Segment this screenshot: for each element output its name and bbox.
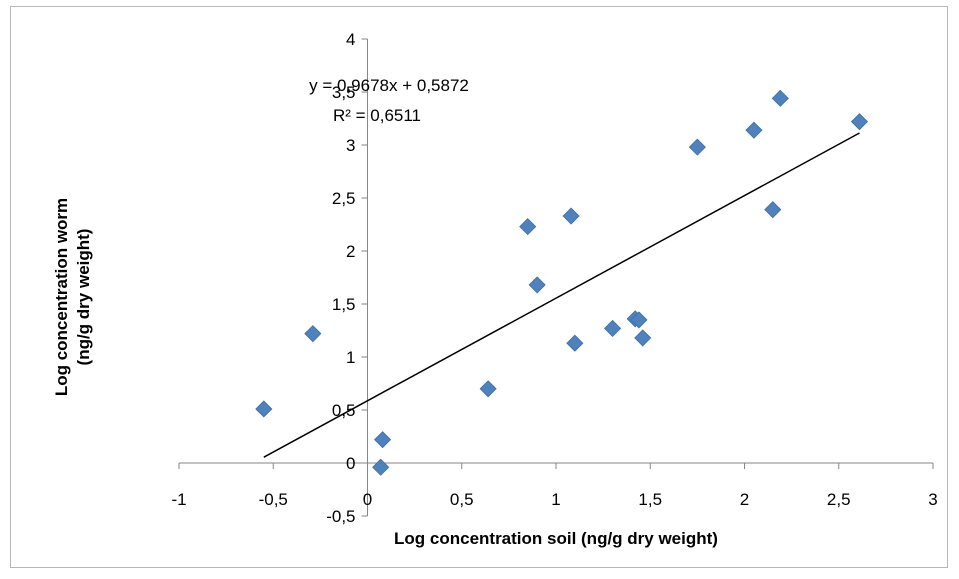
data-point [566, 334, 584, 352]
data-point [771, 89, 789, 107]
trendline-equation: y = 0,9678x + 0,5872 [309, 76, 469, 95]
data-point [634, 329, 652, 347]
y-axis-title: Log concentration worm (ng/g dry weight) [52, 198, 93, 396]
trendline [263, 132, 860, 458]
y-tick-label: 4 [346, 30, 355, 49]
y-tick-label: 0,5 [332, 401, 356, 420]
tick-labels: -0,5 0 0,5 1 1,5 2 2,5 3 3,5 4 -1 -0,5 0 0,5 1 1,5 2 2,5 3 [171, 30, 937, 526]
x-tick-label: 2 [740, 490, 749, 509]
y-axis-title-line2: (ng/g dry weight) [74, 229, 93, 366]
data-point [528, 276, 546, 294]
y-tick-label: 0 [346, 454, 355, 473]
y-tick-label: 3 [346, 136, 355, 155]
y-tick-label: -0,5 [326, 507, 355, 526]
x-tick-label: -0,5 [259, 490, 288, 509]
data-point [562, 207, 580, 225]
x-tick-label: 0 [363, 490, 372, 509]
r-squared-label: R² = 0,6511 [333, 106, 421, 125]
data-point [255, 400, 273, 418]
y-tick-label: 3,5 [332, 83, 356, 102]
data-point [630, 311, 648, 329]
x-tick-label: 2,5 [827, 490, 851, 509]
data-point [519, 218, 537, 236]
chart-frame: -0,5 0 0,5 1 1,5 2 2,5 3 3,5 4 -1 -0,5 0 0,5 1 1,5 2 2,5 3… [10, 6, 948, 568]
data-point [688, 138, 706, 156]
x-tick-label: 0,5 [450, 490, 474, 509]
y-tick-label: 2,5 [332, 189, 356, 208]
axes [178, 38, 934, 517]
data-point [374, 431, 392, 449]
data-point [850, 113, 869, 131]
y-tick-label: 1,5 [332, 295, 356, 314]
x-tick-label: 1 [551, 490, 560, 509]
data-point [304, 325, 322, 343]
data-point [479, 380, 497, 398]
x-tick-label: 1,5 [638, 490, 662, 509]
data-point [745, 121, 763, 139]
y-axis-title-line1: Log concentration worm [52, 198, 71, 396]
data-point [764, 201, 782, 219]
x-tick-label: 3 [928, 490, 937, 509]
data-point [603, 319, 622, 337]
data-points [255, 89, 869, 476]
x-axis-title: Log concentration soil (ng/g dry weight) [394, 529, 718, 548]
data-point [372, 458, 390, 476]
x-tick-label: -1 [171, 490, 186, 509]
y-tick-label: 2 [346, 242, 355, 261]
scatter-chart: -0,5 0 0,5 1 1,5 2 2,5 3 3,5 4 -1 -0,5 0 0,5 1 1,5 2 2,5 3… [52, 30, 938, 548]
y-tick-label: 1 [346, 348, 355, 367]
